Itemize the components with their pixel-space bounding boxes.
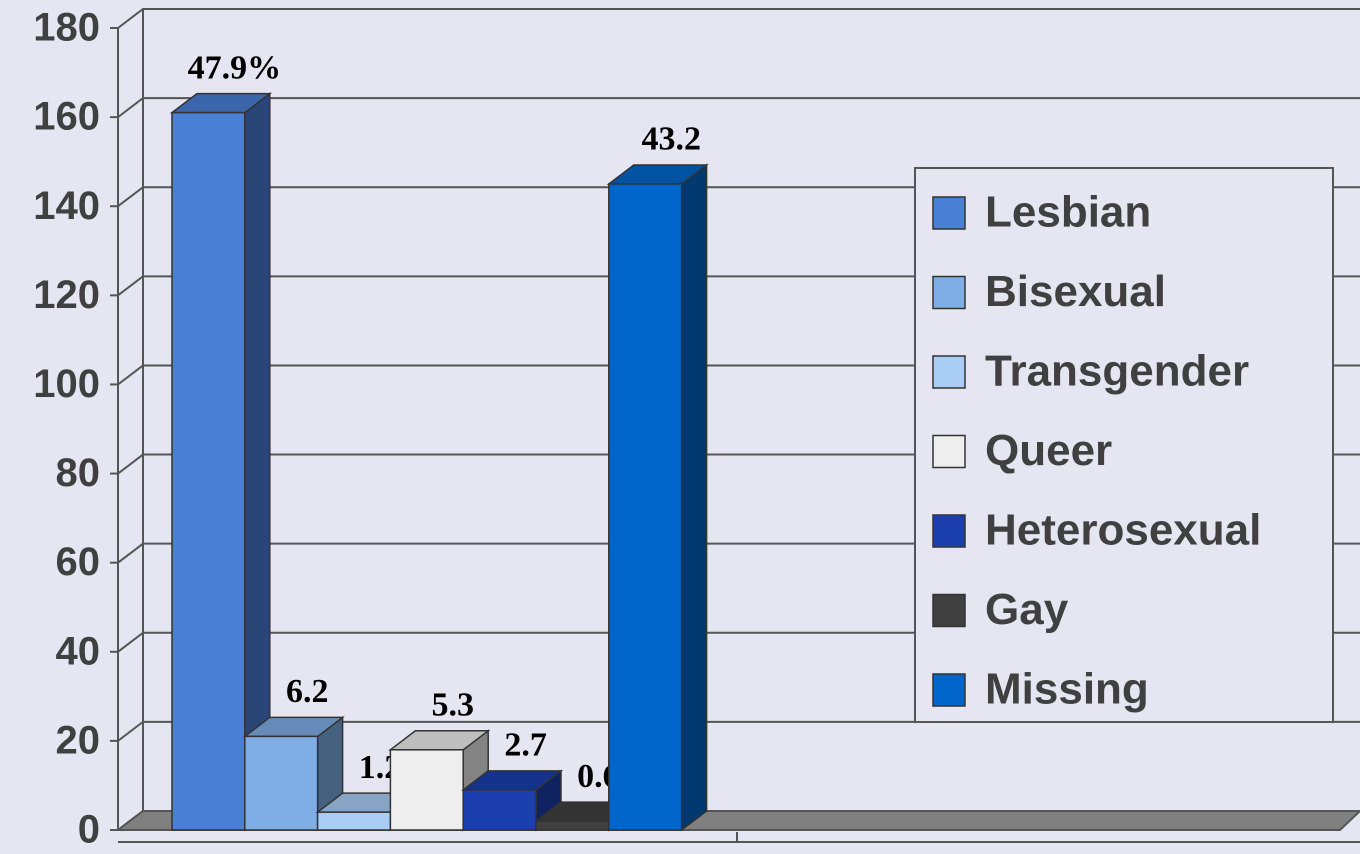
grid-line xyxy=(117,8,1360,29)
legend-label: Heterosexual xyxy=(985,506,1261,555)
bar xyxy=(462,789,537,831)
data-label: 43.2 xyxy=(641,121,701,158)
data-label: 5.3 xyxy=(432,687,475,724)
data-label: 47.9% xyxy=(188,49,282,86)
bar xyxy=(608,183,683,831)
legend-swatch xyxy=(932,593,966,628)
legend-swatch xyxy=(932,514,966,548)
legend-label: Bisexual xyxy=(985,267,1166,316)
y-tick-label: 20 xyxy=(56,718,101,762)
data-label: 6.2 xyxy=(286,673,329,710)
y-tick-label: 80 xyxy=(56,451,101,495)
bar-side xyxy=(680,163,708,832)
legend-label: Gay xyxy=(985,585,1069,634)
y-tick-label: 60 xyxy=(56,540,101,584)
legend-swatch xyxy=(932,434,966,469)
legend-swatch xyxy=(932,196,966,230)
y-tick-label: 180 xyxy=(33,6,100,50)
y-tick-label: 0 xyxy=(78,808,100,852)
y-tick-label: 140 xyxy=(33,184,100,228)
legend-label: Queer xyxy=(985,426,1112,475)
grid-line xyxy=(117,97,1360,118)
y-tick-label: 120 xyxy=(33,273,100,317)
bar xyxy=(316,811,392,831)
legend-label: Transgender xyxy=(985,347,1249,396)
legend-swatch xyxy=(932,355,966,389)
bar xyxy=(389,749,464,831)
y-tick-label: 160 xyxy=(33,95,100,139)
bar xyxy=(244,735,319,831)
y-tick-label: 100 xyxy=(33,362,100,406)
legend-label: Lesbian xyxy=(985,188,1151,237)
bar xyxy=(171,111,246,831)
y-tick-label: 40 xyxy=(56,629,101,673)
legend-label: Missing xyxy=(985,665,1149,714)
bar xyxy=(535,820,610,831)
data-label: 2.7 xyxy=(504,727,547,764)
legend-swatch xyxy=(932,673,966,707)
legend-swatch xyxy=(932,275,966,310)
legend xyxy=(914,167,1334,723)
